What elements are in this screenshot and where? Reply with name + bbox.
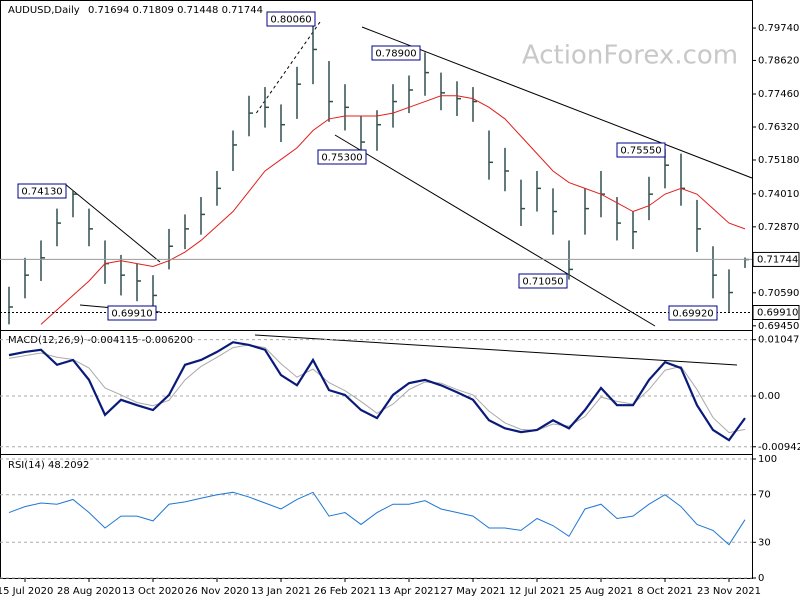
annotation: 0.69910	[111, 309, 152, 320]
price-label-box	[752, 251, 800, 267]
trend-line	[334, 134, 656, 327]
price-label: 0.71744	[757, 254, 798, 265]
y-tick-label: 70	[758, 490, 771, 501]
chart-subtitle: 0.71694 0.71809 0.71448 0.71744	[88, 5, 263, 16]
macd-title: MACD(12,26,9) -0.004115 -0.006200	[8, 335, 193, 346]
annotation: 0.75300	[321, 153, 362, 164]
y-tick-label: -0.009426	[758, 442, 800, 453]
y-tick-label: 0.79740	[758, 23, 799, 34]
annotation: 0.80060	[270, 15, 311, 26]
x-tick-label: 25 Aug 2021	[569, 586, 633, 597]
annotation: 0.75550	[620, 146, 661, 157]
chart-title: AUDUSD,Daily	[8, 5, 80, 16]
trend-line	[254, 21, 321, 116]
x-tick-label: 12 Jul 2021	[509, 586, 566, 597]
x-tick-label: 26 Nov 2020	[185, 586, 249, 597]
x-tick-label: 28 Aug 2020	[57, 586, 121, 597]
x-tick-label: 13 Oct 2020	[122, 586, 184, 597]
x-tick-label: 26 Feb 2021	[314, 586, 376, 597]
x-tick-label: 13 Apr 2021	[378, 586, 440, 597]
price-label-box	[752, 305, 800, 321]
annotation-box	[371, 45, 421, 61]
y-tick-label: 0.77460	[758, 89, 799, 100]
y-tick-label: 0.78620	[758, 55, 799, 66]
annotation: 0.71050	[522, 277, 563, 288]
frame	[0, 0, 753, 579]
x-tick-label: 15 Jul 2020	[0, 586, 53, 597]
watermark: ActionForex.com	[522, 41, 738, 71]
annotation-box	[518, 273, 568, 289]
trend-line	[64, 183, 161, 263]
annotation: 0.78900	[375, 49, 416, 60]
y-tick-label: 30	[758, 537, 771, 548]
rsi-title: RSI(14) 48.2092	[8, 460, 89, 471]
x-tick-label: 23 Nov 2021	[697, 586, 761, 597]
y-tick-label: 0.00	[758, 391, 780, 402]
y-tick-label: 0.70590	[758, 288, 799, 299]
y-tick-label: 100	[758, 454, 777, 465]
annotation-box	[107, 305, 157, 321]
annotation-box	[266, 11, 316, 27]
annotation: 0.69920	[672, 309, 713, 320]
annotation-box	[616, 142, 666, 158]
trend-line	[254, 334, 738, 366]
annotation-box	[317, 149, 367, 165]
indicator-line	[8, 344, 746, 434]
y-tick-label: 0.76320	[758, 122, 799, 133]
y-tick-label: 0	[758, 573, 764, 584]
price-label: 0.69910	[757, 308, 798, 319]
annotation-box	[17, 183, 67, 199]
y-tick-label: 0.74010	[758, 189, 799, 200]
y-tick-label: 0.69450	[758, 321, 799, 332]
y-tick-label: 0.010472	[758, 335, 800, 346]
y-tick-label: 0.72870	[758, 222, 799, 233]
annotation: 0.74130	[21, 187, 62, 198]
indicator-line	[8, 491, 746, 546]
x-tick-label: 27 May 2021	[440, 586, 505, 597]
trend-line	[361, 26, 753, 179]
x-tick-label: 8 Oct 2021	[637, 586, 692, 597]
moving-average	[40, 95, 746, 325]
y-tick-label: 0.75180	[758, 155, 799, 166]
annotation-box	[668, 305, 718, 321]
x-tick-label: 13 Jan 2021	[251, 586, 311, 597]
indicator-line	[8, 341, 746, 442]
